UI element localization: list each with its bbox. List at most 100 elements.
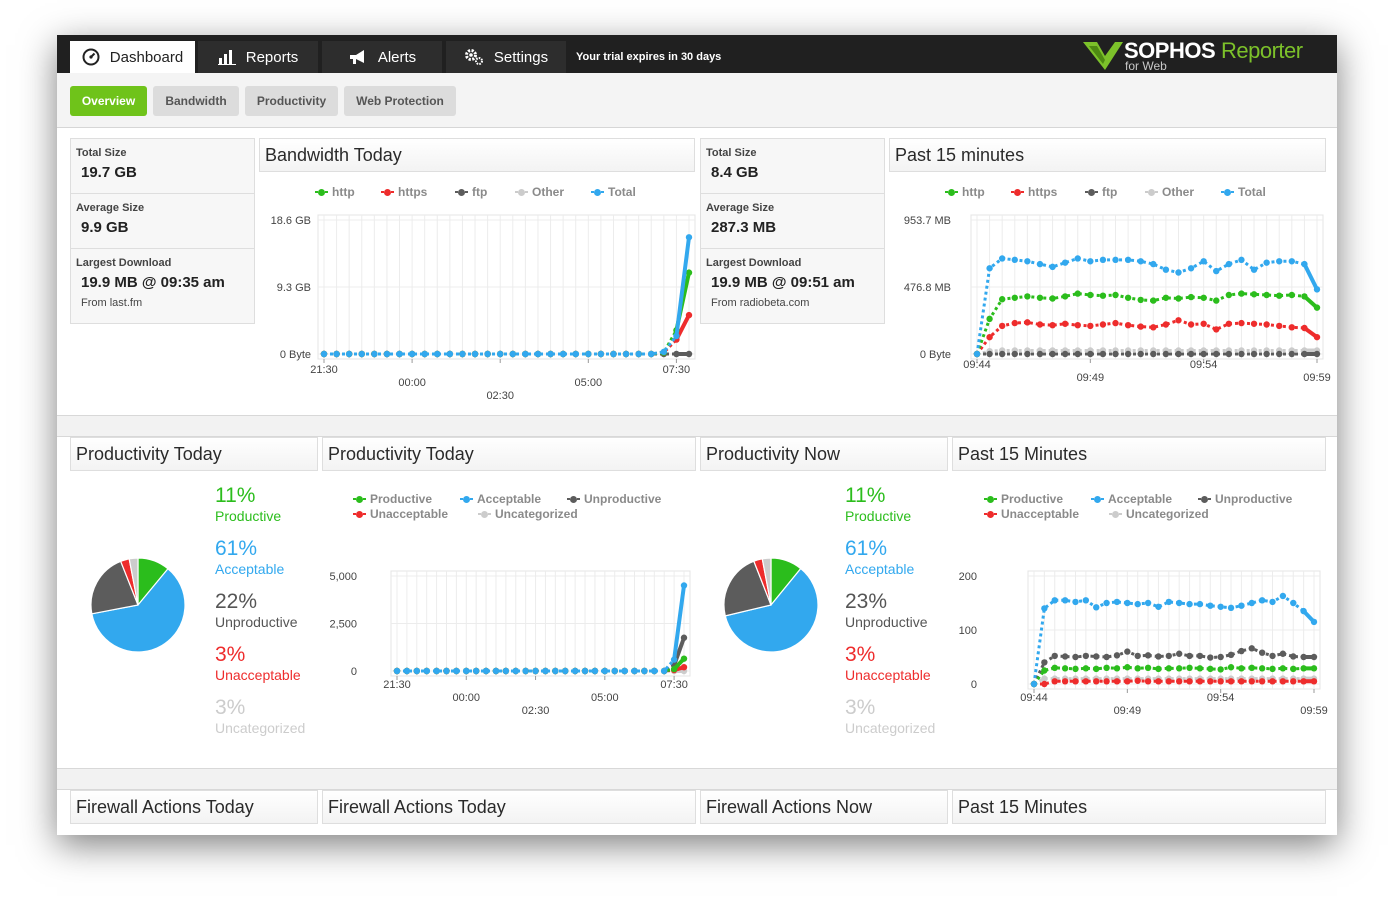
data-point[interactable]: [1036, 294, 1044, 301]
data-point[interactable]: [1124, 648, 1131, 655]
data-point[interactable]: [680, 634, 688, 641]
legend-item-acceptable[interactable]: Acceptable: [1091, 492, 1172, 506]
data-point[interactable]: [597, 350, 605, 358]
data-point[interactable]: [472, 667, 480, 675]
data-point[interactable]: [1036, 260, 1044, 268]
data-point[interactable]: [522, 667, 529, 675]
data-point[interactable]: [685, 269, 693, 276]
data-point[interactable]: [1061, 678, 1069, 685]
data-point[interactable]: [1300, 607, 1307, 615]
data-point[interactable]: [482, 667, 490, 675]
data-point[interactable]: [591, 667, 599, 675]
legend-item-other[interactable]: Other: [515, 185, 564, 199]
data-point[interactable]: [1301, 260, 1308, 268]
data-point[interactable]: [1124, 294, 1132, 301]
data-point[interactable]: [1165, 652, 1173, 660]
data-point[interactable]: [685, 234, 693, 241]
data-point[interactable]: [1049, 263, 1056, 271]
data-point[interactable]: [434, 350, 441, 358]
data-point[interactable]: [998, 296, 1006, 303]
data-point[interactable]: [1137, 323, 1144, 330]
data-point[interactable]: [973, 350, 981, 358]
data-point[interactable]: [1051, 678, 1058, 685]
data-point[interactable]: [998, 255, 1006, 262]
data-point[interactable]: [1061, 597, 1069, 604]
data-point[interactable]: [562, 667, 569, 675]
data-point[interactable]: [1213, 350, 1220, 358]
data-point[interactable]: [673, 350, 680, 358]
data-point[interactable]: [1082, 665, 1090, 672]
data-point[interactable]: [1196, 600, 1204, 608]
data-point[interactable]: [986, 265, 993, 272]
data-point[interactable]: [1227, 678, 1235, 685]
data-point[interactable]: [492, 667, 500, 675]
data-point[interactable]: [1144, 664, 1152, 671]
data-point[interactable]: [443, 667, 450, 675]
data-point[interactable]: [446, 350, 454, 358]
data-point[interactable]: [1301, 293, 1308, 300]
data-point[interactable]: [1288, 291, 1296, 299]
data-point[interactable]: [421, 350, 428, 358]
data-point[interactable]: [1024, 319, 1031, 326]
data-point[interactable]: [1074, 321, 1081, 329]
data-point[interactable]: [680, 582, 688, 589]
data-point[interactable]: [1041, 667, 1048, 674]
data-point[interactable]: [585, 350, 592, 358]
data-point[interactable]: [1030, 680, 1038, 688]
data-point[interactable]: [1137, 258, 1144, 265]
data-point[interactable]: [1290, 599, 1297, 607]
data-point[interactable]: [1301, 350, 1308, 358]
data-point[interactable]: [1187, 293, 1195, 301]
data-point[interactable]: [1175, 665, 1183, 672]
data-point[interactable]: [1113, 598, 1121, 606]
tab-reports[interactable]: Reports: [198, 41, 318, 73]
data-point[interactable]: [1061, 350, 1069, 358]
data-point[interactable]: [1310, 653, 1318, 661]
data-point[interactable]: [1041, 675, 1048, 682]
legend-item-productive[interactable]: Productive: [353, 492, 432, 506]
data-point[interactable]: [1313, 350, 1321, 358]
data-point[interactable]: [1225, 350, 1233, 358]
data-point[interactable]: [1124, 664, 1131, 671]
data-point[interactable]: [1024, 350, 1031, 358]
data-point[interactable]: [1207, 654, 1214, 661]
data-point[interactable]: [1099, 321, 1107, 328]
data-point[interactable]: [345, 350, 353, 358]
data-point[interactable]: [641, 667, 648, 675]
data-point[interactable]: [1051, 597, 1058, 604]
data-point[interactable]: [1093, 678, 1100, 685]
data-point[interactable]: [1186, 664, 1193, 671]
data-point[interactable]: [1238, 256, 1245, 264]
data-point[interactable]: [685, 311, 693, 319]
data-point[interactable]: [1011, 319, 1018, 327]
subtab-web-protection[interactable]: Web Protection: [344, 86, 456, 116]
data-point[interactable]: [1250, 350, 1258, 358]
data-point[interactable]: [1276, 350, 1283, 358]
data-point[interactable]: [1248, 678, 1255, 685]
data-point[interactable]: [1144, 599, 1152, 607]
data-point[interactable]: [1093, 604, 1100, 611]
data-point[interactable]: [1112, 350, 1119, 358]
legend-item-ftp[interactable]: ftp: [1085, 185, 1117, 199]
data-point[interactable]: [383, 350, 391, 358]
data-point[interactable]: [1276, 322, 1283, 330]
data-point[interactable]: [998, 322, 1006, 330]
data-point[interactable]: [651, 667, 658, 675]
data-point[interactable]: [1093, 665, 1100, 673]
data-point[interactable]: [1227, 664, 1235, 671]
data-point[interactable]: [1072, 598, 1079, 606]
data-point[interactable]: [1186, 652, 1193, 660]
legend-item-https[interactable]: https: [1011, 185, 1057, 199]
data-point[interactable]: [509, 350, 516, 358]
data-point[interactable]: [1155, 653, 1162, 660]
data-point[interactable]: [1049, 350, 1056, 358]
data-point[interactable]: [1049, 295, 1056, 302]
data-point[interactable]: [986, 315, 993, 323]
data-point[interactable]: [1051, 664, 1058, 671]
data-point[interactable]: [547, 350, 554, 358]
data-point[interactable]: [1087, 350, 1094, 358]
data-point[interactable]: [403, 667, 411, 675]
data-point[interactable]: [484, 350, 491, 358]
data-point[interactable]: [1300, 665, 1307, 672]
data-point[interactable]: [1134, 677, 1141, 684]
